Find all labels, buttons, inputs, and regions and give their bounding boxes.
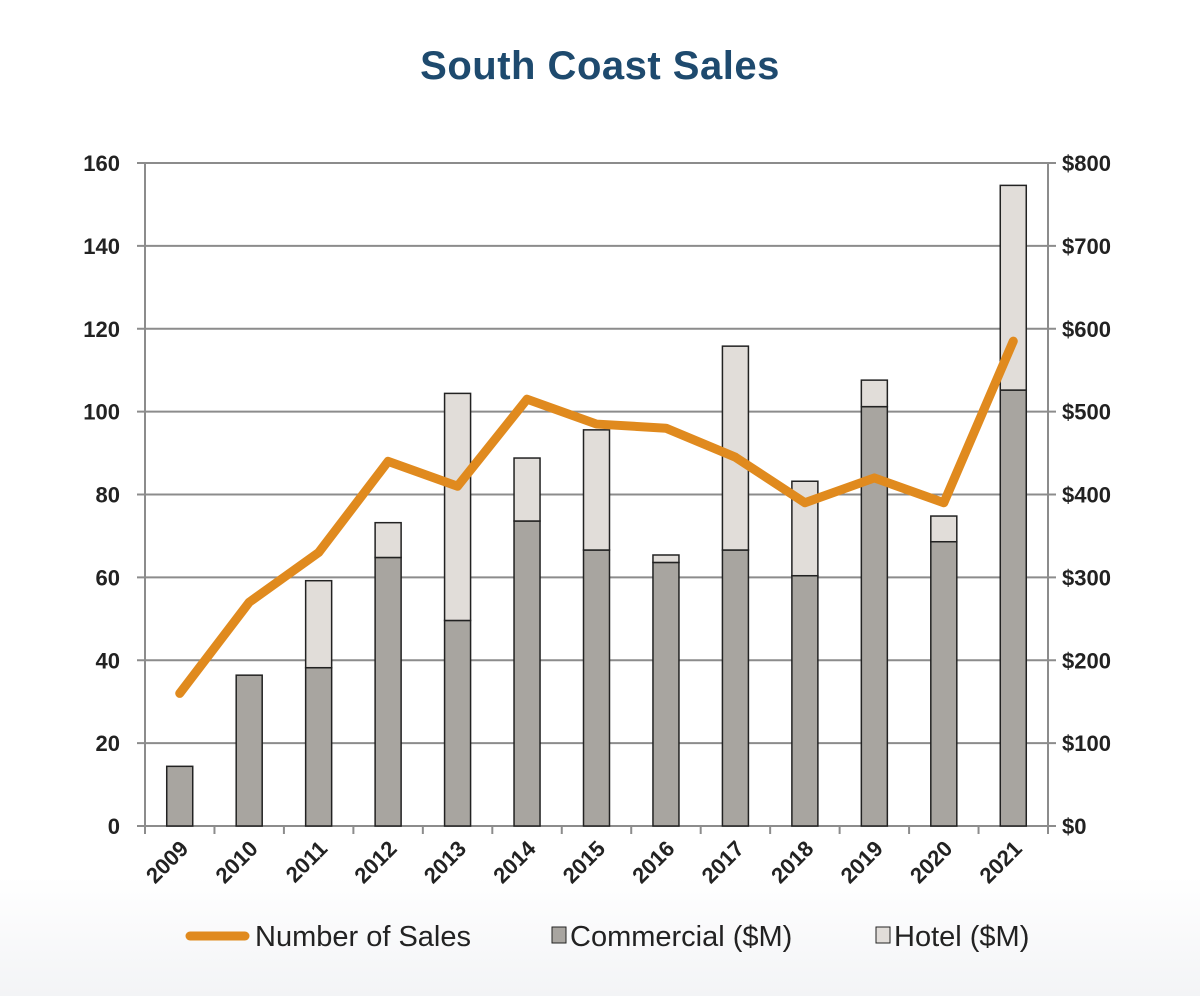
y-right-tick-label: $300 (1062, 565, 1111, 590)
bar-hotel (930, 515, 958, 543)
y-right-tick-label: $500 (1062, 400, 1111, 425)
bar-commercial (374, 556, 402, 827)
bar-commercial (304, 666, 333, 827)
x-tick-label: 2019 (836, 836, 888, 888)
y-left-tick-label: 120 (83, 317, 120, 342)
x-tick-label: 2015 (558, 836, 610, 888)
y-right-tick-label: $0 (1062, 814, 1086, 839)
y-left-tick-label: 160 (83, 151, 120, 176)
y-left-tick-label: 140 (83, 234, 120, 259)
bar-commercial (721, 549, 750, 827)
bar-commercial (443, 619, 472, 827)
x-tick-label: 2016 (627, 836, 679, 888)
bar-hotel (374, 521, 402, 559)
x-tick-label: 2009 (141, 836, 193, 888)
bar-commercial (930, 540, 958, 827)
bar-commercial (791, 574, 819, 827)
legend-commercial-icon (551, 926, 567, 944)
legend-label: Commercial ($M) (570, 921, 792, 953)
bar-hotel (582, 429, 611, 551)
x-tick-label: 2012 (349, 836, 401, 888)
legend-hotel-icon (875, 926, 891, 944)
x-tick-label: 2014 (488, 835, 541, 888)
y-left-tick-label: 0 (108, 814, 120, 839)
bar-hotel (443, 392, 472, 622)
bar-commercial (652, 561, 680, 827)
bar-commercial (999, 389, 1028, 827)
line-number-of-sales (175, 336, 1018, 698)
bar-commercial (513, 520, 541, 827)
x-tick-label: 2020 (905, 836, 957, 888)
y-right-tick-label: $800 (1062, 151, 1111, 176)
x-tick-label: 2011 (281, 836, 332, 887)
chart-title: South Coast Sales (420, 44, 780, 88)
x-tick-label: 2010 (210, 836, 262, 888)
y-right-tick-label: $600 (1062, 317, 1111, 342)
y-left-tick-label: 100 (83, 400, 120, 425)
y-left-tick-label: 40 (96, 648, 120, 673)
y-left-tick-label: 20 (96, 731, 120, 756)
y-left-tick-label: 60 (96, 565, 120, 590)
x-tick-label: 2021 (975, 836, 1027, 888)
bar-commercial (235, 674, 263, 827)
y-left-tick-label: 80 (96, 483, 120, 508)
bar-hotel (860, 379, 889, 408)
y-right-tick-label: $200 (1062, 648, 1111, 673)
y-right-tick-label: $100 (1062, 731, 1111, 756)
y-right-tick-label: $400 (1062, 483, 1111, 508)
bar-commercial (165, 765, 194, 827)
y-right-tick-label: $700 (1062, 234, 1111, 259)
x-tick-label: 2018 (766, 836, 818, 888)
bar-hotel (652, 554, 680, 564)
bar-hotel (721, 345, 750, 551)
bar-commercial (860, 405, 889, 827)
bar-commercial (582, 549, 611, 827)
bar-hotel (304, 579, 333, 669)
bar-hotel (513, 457, 541, 522)
x-tick-label: 2013 (419, 836, 471, 888)
legend-label: Hotel ($M) (894, 921, 1029, 953)
legend-label: Number of Sales (255, 921, 471, 953)
x-tick-label: 2017 (697, 836, 749, 888)
